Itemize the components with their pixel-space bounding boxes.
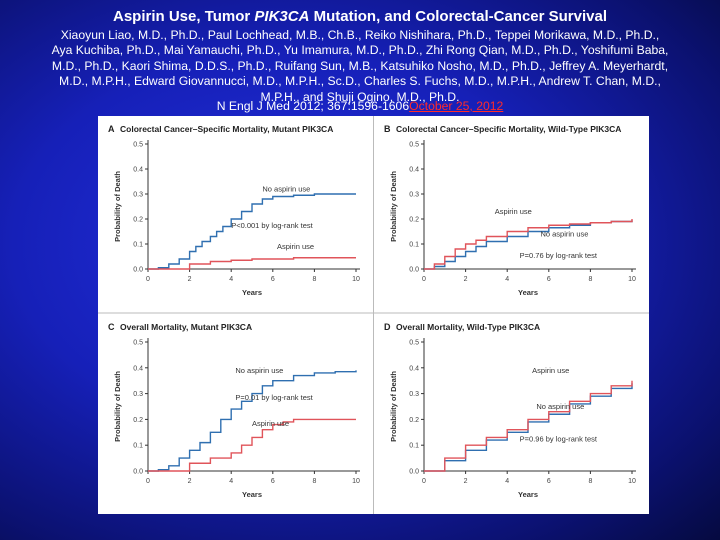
panel-d-y-tick-label-4: 0.4 <box>409 365 419 372</box>
panel-a-x-tick-label-3: 6 <box>271 276 275 283</box>
panel-b-x-tick-label-0: 0 <box>422 276 426 283</box>
panel-c-y-tick-label-1: 0.1 <box>133 443 143 450</box>
panel-a-title: Colorectal Cancer–Specific Mortality, Mu… <box>120 124 333 134</box>
kaplan-meier-figure: A Colorectal Cancer–Specific Mortality, M… <box>98 116 649 514</box>
panel-c-x-axis-label: Years <box>242 490 262 499</box>
slide-title: Aspirin Use, Tumor PIK3CA Mutation, and … <box>0 8 720 25</box>
panel-d-series-aspirin-line <box>424 380 633 472</box>
panel-d-x-tick-label-1: 2 <box>464 478 468 485</box>
panel-b-annotation-0: Aspirin use <box>495 207 532 216</box>
panel-d-y-tick-label-3: 0.3 <box>409 391 419 398</box>
panel-a-annotation-0: No aspirin use <box>262 185 310 194</box>
panel-c-y-tick-label-0: 0.0 <box>133 469 143 476</box>
panel-d-y-axis-label: Probability of Death <box>389 371 398 442</box>
panel-a-letter: A <box>108 124 115 134</box>
panel-b-x-tick-label-3: 6 <box>547 276 551 283</box>
panel-c-letter: C <box>108 322 115 332</box>
title-gene: PIK3CA <box>254 8 310 25</box>
panel-c-y-tick-label-3: 0.3 <box>133 391 143 398</box>
panel-c-annotation-2: Aspirin use <box>252 419 289 428</box>
panel-c-annotation-1: P=0.01 by log-rank test <box>235 393 313 402</box>
panel-b-x-tick-label-4: 8 <box>588 276 592 283</box>
panel-c-y-tick-label-4: 0.4 <box>133 365 143 372</box>
panel-a-x-tick-label-2: 4 <box>229 276 233 283</box>
panel-d-x-tick-label-2: 4 <box>505 478 509 485</box>
panel-a-series-aspirin-line <box>148 257 356 270</box>
author-list: Xiaoyun Liao, M.D., Ph.D., Paul Lochhead… <box>51 28 669 104</box>
panel-c-x-tick-label-2: 4 <box>229 478 233 485</box>
panel-c-x-tick-label-4: 8 <box>312 478 316 485</box>
panel-b-y-tick-label-1: 0.1 <box>409 242 419 249</box>
panel-b-title: Colorectal Cancer–Specific Mortality, Wi… <box>396 124 621 134</box>
panel-c-series-aspirin-line <box>148 418 356 472</box>
panel-d-y-tick-label-5: 0.5 <box>409 340 419 347</box>
panel-c-y-tick-label-2: 0.2 <box>133 417 143 424</box>
panel-d-x-axis-label: Years <box>518 490 538 499</box>
title-part-2: Mutation, and Colorectal-Cancer Survival <box>309 8 607 25</box>
panel-b-y-tick-label-4: 0.4 <box>409 167 419 174</box>
panel-b-series-aspirin-line <box>424 219 633 270</box>
panel-a-y-tick-label-4: 0.4 <box>133 167 143 174</box>
title-part-1: Aspirin Use, Tumor <box>113 8 255 25</box>
panel-a-y-tick-label-5: 0.5 <box>133 142 143 149</box>
panel-b-y-tick-label-2: 0.2 <box>409 217 419 224</box>
panel-b-y-tick-label-0: 0.0 <box>409 267 419 274</box>
panel-b-x-tick-label-2: 4 <box>505 276 509 283</box>
panel-d-annotation-2: P=0.96 by log-rank test <box>520 434 598 443</box>
panel-d-x-tick-label-5: 10 <box>628 478 636 485</box>
panel-d-y-tick-label-0: 0.0 <box>409 469 419 476</box>
panel-b-x-tick-label-5: 10 <box>628 276 636 283</box>
panel-a-y-tick-label-1: 0.1 <box>133 242 143 249</box>
panel-c-title: Overall Mortality, Mutant PIK3CA <box>120 322 252 332</box>
panel-c-annotation-0: No aspirin use <box>235 366 283 375</box>
panel-c-y-axis-label: Probability of Death <box>113 371 122 442</box>
panel-a-x-tick-label-4: 8 <box>312 276 316 283</box>
panel-c-y-tick-label-5: 0.5 <box>133 340 143 347</box>
citation-text: N Engl J Med 2012; 367:1596-1606 <box>216 99 410 113</box>
panel-c-series-no-aspirin-line <box>148 370 357 472</box>
figure-svg: A Colorectal Cancer–Specific Mortality, M… <box>98 116 649 514</box>
panel-d-x-tick-label-0: 0 <box>422 478 426 485</box>
panel-c-x-tick-label-1: 2 <box>188 478 192 485</box>
panel-d-letter: D <box>384 322 391 332</box>
panel-d-y-tick-label-1: 0.1 <box>409 443 419 450</box>
panel-b-x-axis-label: Years <box>518 288 538 297</box>
panel-a-y-tick-label-2: 0.2 <box>133 217 143 224</box>
panel-d-annotation-0: Aspirin use <box>532 366 569 375</box>
panel-b-y-tick-label-5: 0.5 <box>409 142 419 149</box>
panel-d-y-tick-label-2: 0.2 <box>409 417 419 424</box>
panel-a-y-tick-label-3: 0.3 <box>133 192 143 199</box>
panel-a-x-tick-label-1: 2 <box>188 276 192 283</box>
panel-a-series-no-aspirin-line <box>148 193 356 270</box>
panel-d-x-tick-label-3: 6 <box>547 478 551 485</box>
panel-a-x-tick-label-0: 0 <box>146 276 150 283</box>
panel-a-x-axis-label: Years <box>242 288 262 297</box>
panel-b-letter: B <box>384 124 391 134</box>
panel-b-annotation-2: P=0.76 by log-rank test <box>520 251 598 260</box>
panel-b-y-axis-label: Probability of Death <box>389 171 398 242</box>
panel-c-x-tick-label-3: 6 <box>271 478 275 485</box>
panel-d-title: Overall Mortality, Wild-Type PIK3CA <box>396 322 540 332</box>
panel-a-annotation-2: Aspirin use <box>277 242 314 251</box>
citation-line: N Engl J Med 2012; 367:1596-1606October … <box>0 99 720 113</box>
panel-a-annotation-1: P<0.001 by log-rank test <box>231 221 313 230</box>
panel-d-annotation-1: No aspirin use <box>536 402 584 411</box>
panel-a-x-tick-label-5: 10 <box>352 276 360 283</box>
panel-a-y-axis-label: Probability of Death <box>113 171 122 242</box>
panel-b-y-tick-label-3: 0.3 <box>409 192 419 199</box>
panel-b-x-tick-label-1: 2 <box>464 276 468 283</box>
panel-d-x-tick-label-4: 8 <box>588 478 592 485</box>
panel-a-y-tick-label-0: 0.0 <box>133 267 143 274</box>
panel-c-x-tick-label-0: 0 <box>146 478 150 485</box>
panel-b-annotation-1: No aspirin use <box>540 230 588 239</box>
citation-date-link[interactable]: October 25, 2012 <box>409 99 504 113</box>
panel-c-x-tick-label-5: 10 <box>352 478 360 485</box>
